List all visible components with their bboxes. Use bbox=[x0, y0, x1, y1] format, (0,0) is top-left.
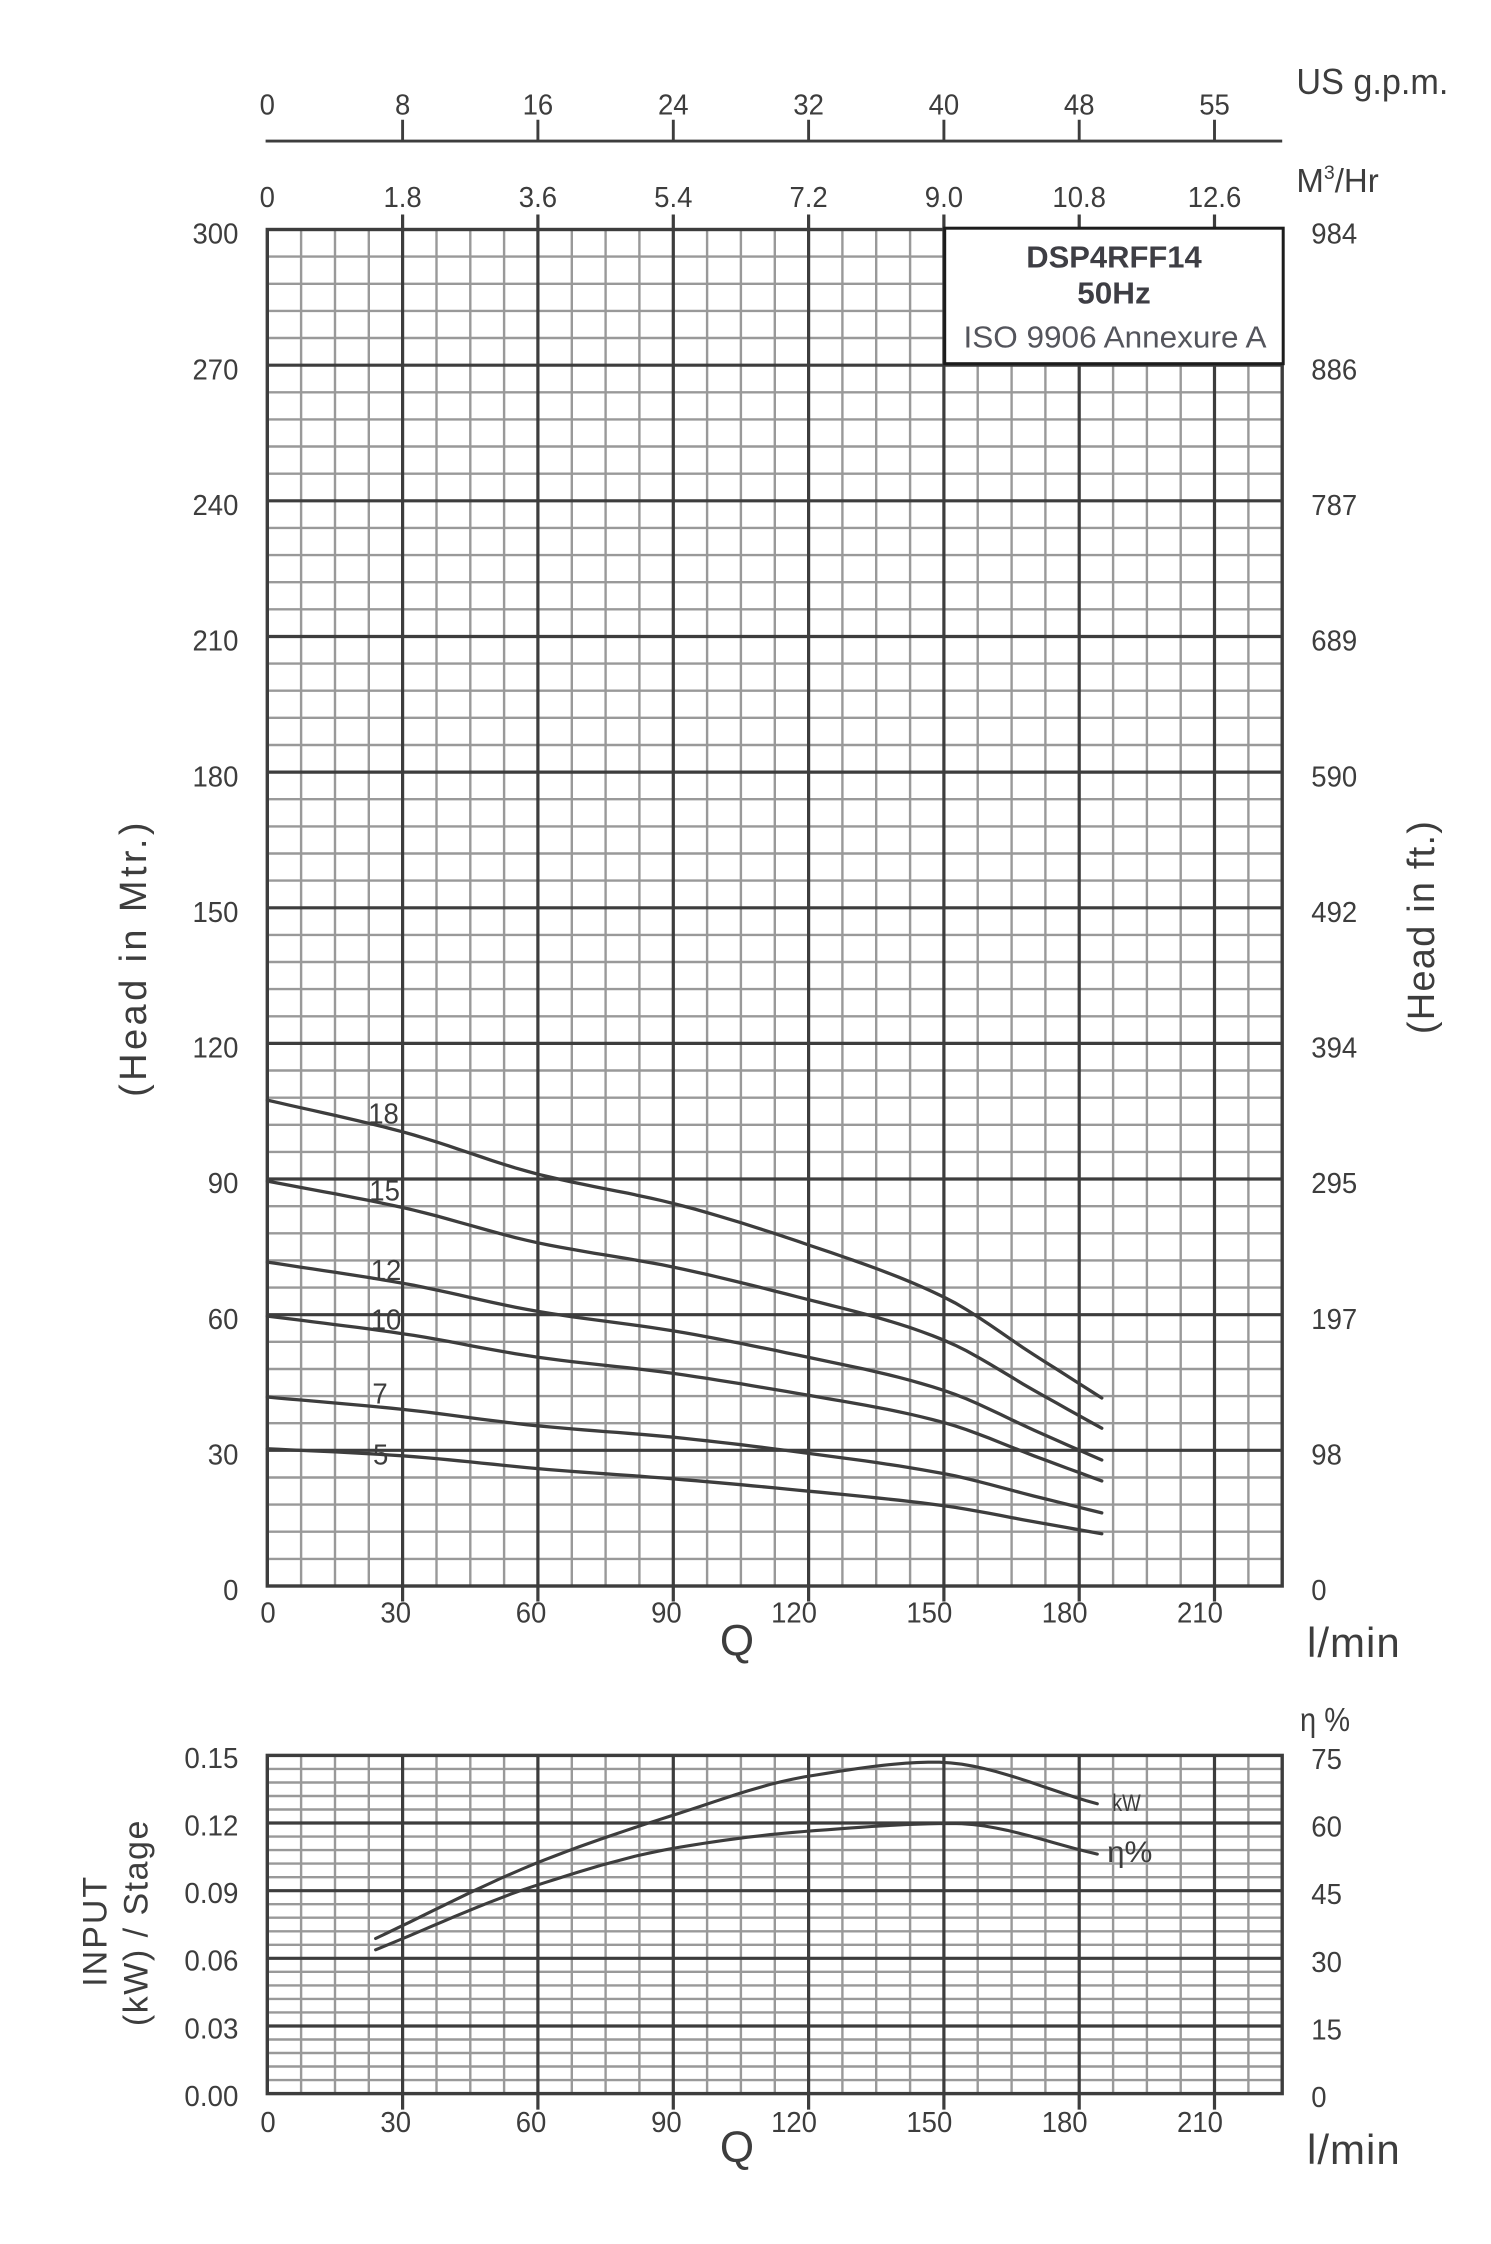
svg-text:1.8: 1.8 bbox=[383, 182, 421, 214]
svg-text:l/min: l/min bbox=[1307, 2126, 1401, 2173]
svg-text:180: 180 bbox=[1042, 2107, 1088, 2139]
svg-text:787: 787 bbox=[1311, 490, 1357, 522]
svg-text:150: 150 bbox=[906, 2107, 952, 2139]
svg-text:590: 590 bbox=[1311, 761, 1357, 793]
svg-text:0.00: 0.00 bbox=[184, 2081, 238, 2113]
svg-text:60: 60 bbox=[516, 2107, 547, 2139]
svg-text:30: 30 bbox=[208, 1440, 239, 1472]
svg-text:5.4: 5.4 bbox=[654, 182, 692, 214]
svg-text:0.12: 0.12 bbox=[184, 1810, 238, 1842]
svg-text:0: 0 bbox=[260, 90, 275, 122]
svg-text:US g.p.m.: US g.p.m. bbox=[1296, 61, 1448, 102]
svg-text:0.06: 0.06 bbox=[184, 1946, 238, 1978]
svg-text:8: 8 bbox=[395, 90, 410, 122]
svg-text:9.0: 9.0 bbox=[925, 182, 963, 214]
svg-text:0.09: 0.09 bbox=[184, 1878, 238, 1910]
svg-text:689: 689 bbox=[1311, 626, 1357, 658]
svg-text:60: 60 bbox=[208, 1304, 239, 1336]
svg-text:M3/Hr: M3/Hr bbox=[1296, 162, 1378, 199]
svg-text:30: 30 bbox=[380, 2107, 411, 2139]
svg-text:l/min: l/min bbox=[1307, 1619, 1401, 1666]
svg-text:90: 90 bbox=[651, 1598, 682, 1630]
svg-text:886: 886 bbox=[1311, 354, 1357, 386]
svg-text:0: 0 bbox=[223, 1575, 238, 1607]
svg-text:Q: Q bbox=[720, 1617, 754, 1666]
svg-text:300: 300 bbox=[193, 219, 239, 251]
svg-text:30: 30 bbox=[380, 1598, 411, 1630]
svg-text:210: 210 bbox=[1177, 1598, 1223, 1630]
svg-text:0.15: 0.15 bbox=[184, 1743, 238, 1775]
svg-text:180: 180 bbox=[1042, 1598, 1088, 1630]
svg-text:210: 210 bbox=[193, 626, 239, 658]
svg-text:492: 492 bbox=[1311, 897, 1357, 929]
svg-text:3.6: 3.6 bbox=[519, 182, 557, 214]
svg-text:7.2: 7.2 bbox=[789, 182, 827, 214]
svg-text:10.8: 10.8 bbox=[1052, 182, 1106, 214]
svg-text:984: 984 bbox=[1311, 219, 1357, 251]
svg-text:197: 197 bbox=[1311, 1304, 1357, 1336]
svg-text:0.03: 0.03 bbox=[184, 2013, 238, 2045]
svg-text:(kW) / Stage: (kW) / Stage bbox=[118, 1819, 156, 2026]
svg-text:60: 60 bbox=[1311, 1812, 1342, 1844]
svg-text:394: 394 bbox=[1311, 1033, 1357, 1065]
svg-text:120: 120 bbox=[193, 1033, 239, 1065]
svg-text:90: 90 bbox=[208, 1168, 239, 1200]
svg-text:150: 150 bbox=[193, 897, 239, 929]
svg-text:90: 90 bbox=[651, 2107, 682, 2139]
svg-text:7: 7 bbox=[372, 1379, 387, 1411]
svg-text:0: 0 bbox=[260, 182, 275, 214]
svg-text:295: 295 bbox=[1311, 1168, 1357, 1200]
svg-text:12.6: 12.6 bbox=[1188, 182, 1242, 214]
svg-text:150: 150 bbox=[906, 1598, 952, 1630]
svg-text:5: 5 bbox=[373, 1439, 388, 1471]
svg-text:24: 24 bbox=[658, 90, 689, 122]
svg-text:270: 270 bbox=[193, 354, 239, 386]
svg-text:60: 60 bbox=[516, 1598, 547, 1630]
svg-text:210: 210 bbox=[1177, 2107, 1223, 2139]
svg-text:(Head in ft.): (Head in ft.) bbox=[1401, 820, 1443, 1034]
svg-text:40: 40 bbox=[929, 90, 960, 122]
svg-text:η%: η% bbox=[1107, 1836, 1152, 1869]
svg-text:32: 32 bbox=[793, 90, 824, 122]
svg-text:10: 10 bbox=[371, 1305, 402, 1337]
svg-text:45: 45 bbox=[1311, 1879, 1342, 1911]
svg-text:75: 75 bbox=[1311, 1744, 1342, 1776]
svg-text:ISO 9906 Annexure A: ISO 9906 Annexure A bbox=[964, 320, 1267, 355]
svg-text:18: 18 bbox=[368, 1099, 399, 1131]
svg-text:98: 98 bbox=[1311, 1440, 1342, 1472]
svg-text:120: 120 bbox=[771, 2107, 817, 2139]
svg-text:η %: η % bbox=[1300, 1701, 1350, 1738]
svg-text:INPUT: INPUT bbox=[77, 1875, 115, 1987]
svg-text:0: 0 bbox=[260, 1598, 275, 1630]
svg-text:16: 16 bbox=[523, 90, 554, 122]
svg-text:50Hz: 50Hz bbox=[1077, 276, 1151, 311]
svg-text:DSP4RFF14: DSP4RFF14 bbox=[1026, 240, 1202, 275]
svg-text:kW: kW bbox=[1112, 1790, 1141, 1817]
svg-text:12: 12 bbox=[371, 1255, 402, 1287]
svg-text:0: 0 bbox=[1311, 2082, 1326, 2114]
svg-text:180: 180 bbox=[193, 761, 239, 793]
svg-text:0: 0 bbox=[260, 2107, 275, 2139]
svg-text:30: 30 bbox=[1311, 1947, 1342, 1979]
svg-text:55: 55 bbox=[1199, 90, 1230, 122]
svg-text:15: 15 bbox=[369, 1175, 400, 1207]
svg-text:48: 48 bbox=[1064, 90, 1095, 122]
svg-text:120: 120 bbox=[771, 1598, 817, 1630]
svg-text:15: 15 bbox=[1311, 2015, 1342, 2047]
svg-text:0: 0 bbox=[1311, 1575, 1326, 1607]
svg-text:240: 240 bbox=[193, 490, 239, 522]
svg-text:(Head in Mtr.): (Head in Mtr.) bbox=[113, 819, 155, 1097]
svg-text:Q: Q bbox=[720, 2123, 754, 2172]
